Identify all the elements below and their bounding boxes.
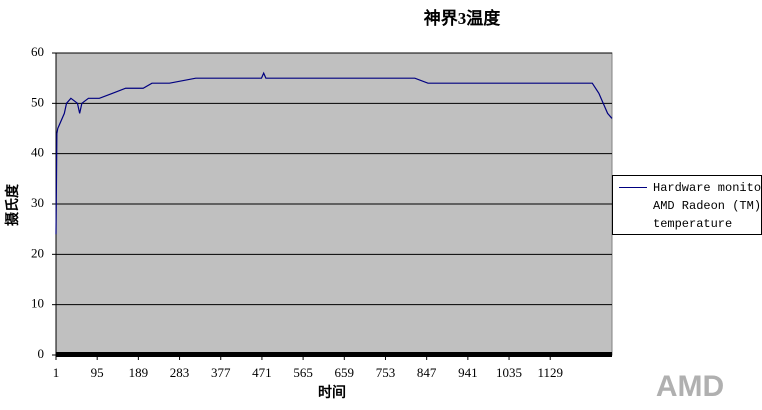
x-tick-label: 659	[335, 365, 355, 380]
y-tick-label: 60	[31, 44, 44, 59]
y-tick-label: 0	[38, 346, 45, 361]
x-tick-label: 283	[170, 365, 190, 380]
x-tick-label: 1035	[496, 365, 522, 380]
y-tick-label: 10	[31, 296, 44, 311]
x-tick-label: 95	[91, 365, 104, 380]
line	[55, 71, 613, 235]
x-axis-label: 时间	[318, 384, 346, 401]
y-axis-label: 摄氏度	[4, 183, 21, 226]
x-tick-label: 377	[211, 365, 231, 380]
legend-label: Hardware monitor AMD Radeon (TM) tempera…	[653, 181, 762, 231]
x-tick-label: 1129	[537, 365, 563, 380]
x-tick-label: 941	[458, 365, 478, 380]
y-tick-label: 20	[31, 245, 44, 260]
x-tick-label: 471	[252, 365, 272, 380]
chart-title: 神界3温度	[424, 8, 501, 28]
legend-swatch	[619, 187, 647, 188]
x-axis	[56, 352, 612, 357]
logo: AMD	[656, 370, 724, 403]
y-tick-label: 50	[31, 94, 44, 109]
legend: Hardware monitor AMD Radeon (TM) tempera…	[612, 175, 762, 235]
x-tick-label: 847	[417, 365, 437, 380]
x-tick-label: 189	[129, 365, 149, 380]
x-tick-label: 753	[376, 365, 396, 380]
x-tick-label: 1	[53, 365, 60, 380]
y-tick-label: 30	[31, 195, 44, 210]
x-tick-label: 565	[293, 365, 313, 380]
y-tick-label: 40	[31, 145, 44, 160]
